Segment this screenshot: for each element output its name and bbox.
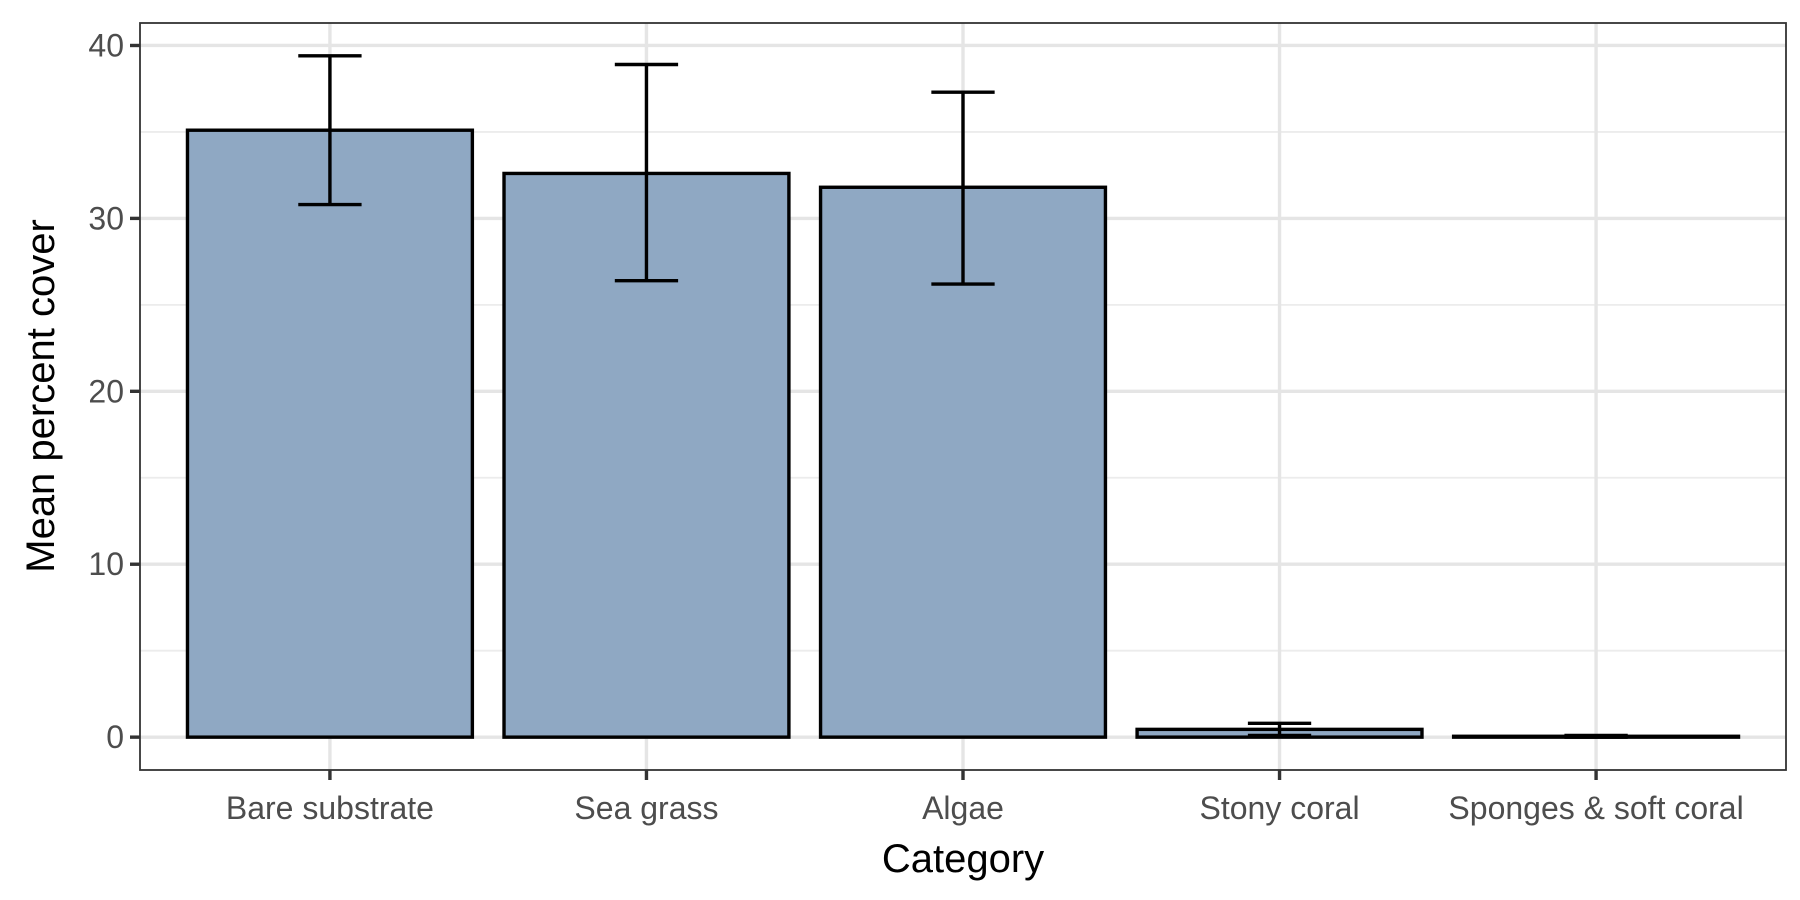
y-tick-label: 30 (88, 200, 124, 236)
y-tick-label: 20 (88, 373, 124, 409)
y-tick-label: 40 (88, 27, 124, 63)
y-axis: 0 10 20 30 40 (88, 27, 140, 755)
x-tick-label: Bare substrate (226, 790, 434, 826)
x-axis: Bare substrate Sea grass Algae Stony coral S… (226, 770, 1744, 826)
x-tick-label: Algae (922, 790, 1004, 826)
x-tick-label: Stony coral (1199, 790, 1359, 826)
bars (185, 128, 1741, 739)
bar (185, 128, 475, 739)
x-tick-label: Sponges & soft coral (1448, 790, 1743, 826)
error-bars (298, 54, 1628, 739)
x-axis-title: Category (882, 837, 1044, 881)
y-tick-label: 10 (88, 546, 124, 582)
x-tick-label: Sea grass (574, 790, 718, 826)
y-tick-label: 0 (106, 719, 124, 755)
y-axis-title: Mean percent cover (19, 219, 63, 573)
